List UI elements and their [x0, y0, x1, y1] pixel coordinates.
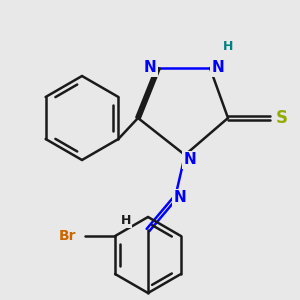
Text: N: N	[184, 152, 196, 167]
Text: S: S	[276, 109, 288, 127]
Text: N: N	[212, 61, 224, 76]
Text: H: H	[121, 214, 131, 226]
Text: Br: Br	[58, 229, 76, 243]
Text: N: N	[144, 61, 156, 76]
Text: H: H	[223, 40, 233, 52]
Text: N: N	[174, 190, 186, 206]
